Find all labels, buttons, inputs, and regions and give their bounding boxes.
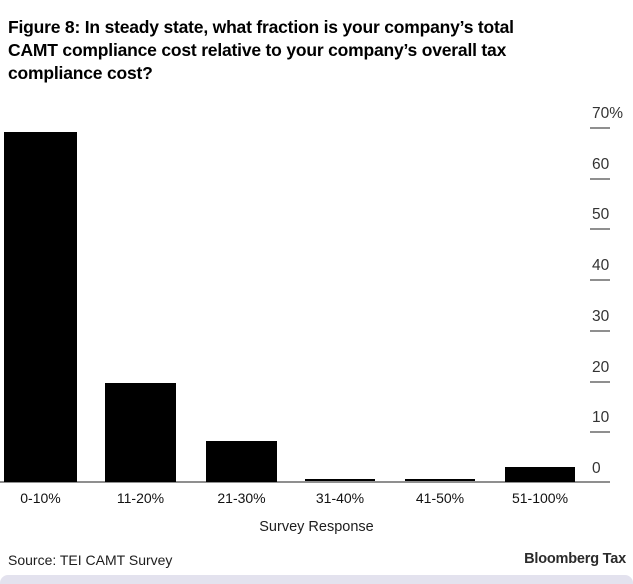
x-tick-label: 11-20%: [116, 490, 165, 506]
figure-title-line: CAMT compliance cost relative to your co…: [8, 40, 507, 60]
x-tick-label: 31-40%: [315, 490, 365, 506]
y-tick-label: 70%: [592, 105, 624, 122]
y-tick-label: 20: [592, 359, 610, 376]
x-axis-line: [0, 481, 610, 483]
bar-11-20%: [105, 383, 176, 482]
y-tick-label: 30: [592, 308, 610, 325]
y-tick-dash: [590, 431, 610, 433]
x-tick-label: 0-10%: [20, 490, 61, 506]
y-tick-dash: [590, 279, 610, 281]
y-tick-dash: [590, 381, 610, 383]
bloomberg-tax-logo: Bloomberg Tax: [524, 551, 626, 567]
bar-51-100%: [505, 467, 575, 482]
y-tick-label: 50: [592, 206, 610, 223]
x-tick-label: 41-50%: [415, 490, 465, 506]
figure-title-line: Figure 8: In steady state, what fraction…: [8, 17, 514, 37]
bar-21-30%: [206, 441, 277, 482]
y-tick-label: 40: [592, 257, 610, 274]
bottom-accent-bar: [0, 575, 633, 584]
figure-title: Figure 8: In steady state, what fraction…: [8, 16, 608, 85]
x-axis-title: Survey Response: [259, 519, 374, 535]
y-tick-dash: [590, 127, 610, 129]
bar-31-40%: [305, 479, 375, 481]
x-tick-label: 21-30%: [217, 490, 266, 506]
bar-41-50%: [405, 479, 475, 481]
source-text: Source: TEI CAMT Survey: [8, 552, 173, 568]
y-tick-dash: [590, 330, 610, 332]
figure-title-line: compliance cost?: [8, 63, 153, 83]
y-tick-dash: [590, 228, 610, 230]
y-tick-dash: [590, 178, 610, 180]
x-tick-label: 51-100%: [511, 490, 569, 506]
y-tick-label: 0: [592, 460, 601, 477]
bar-0-10%: [4, 132, 77, 482]
y-tick-label: 10: [592, 409, 610, 426]
y-tick-label: 60: [592, 156, 610, 173]
